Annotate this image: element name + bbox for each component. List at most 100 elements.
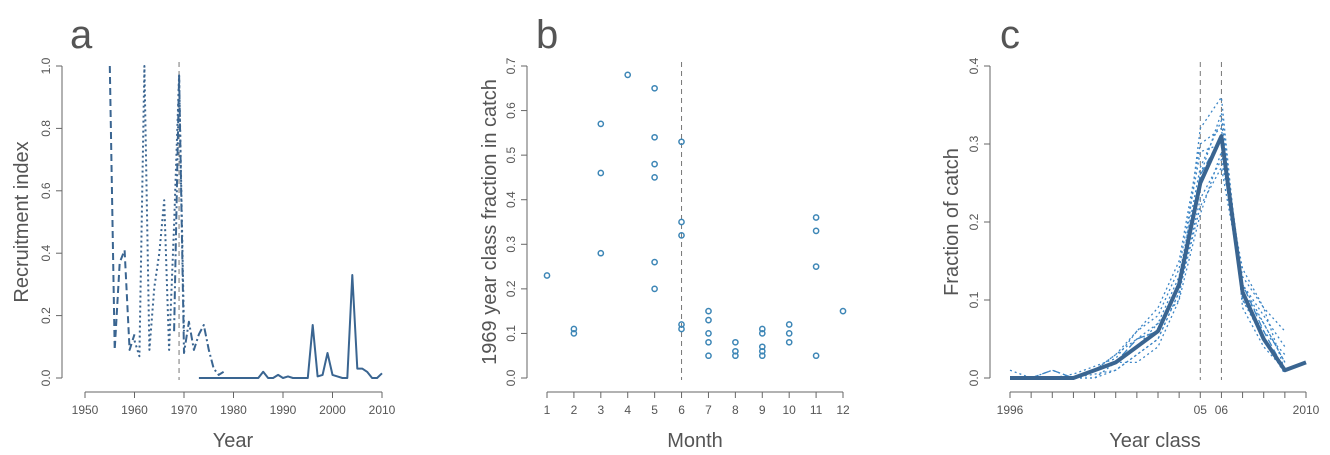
y-tick-label: 0.3: [504, 236, 518, 253]
y-axis-title-c: Fraction of catch: [941, 148, 963, 296]
y-axis-title-b: 1969 year class fraction in catch: [479, 79, 501, 365]
y-tick-label: 0.2: [39, 307, 53, 324]
panel-letter-a: a: [70, 13, 93, 57]
series-line-3-dashdot: [173, 74, 225, 376]
data-point: [651, 133, 658, 141]
data-point: [785, 321, 793, 328]
x-tick-label: 6: [678, 403, 685, 417]
data-point: [651, 285, 658, 293]
y-tick-label: 0.2: [504, 280, 518, 297]
data-point: [678, 218, 685, 226]
x-tick-label: 2: [571, 403, 578, 417]
y-tick-label: 0.0: [504, 369, 518, 386]
data-point: [705, 307, 712, 315]
y-tick-label: 0.8: [39, 120, 53, 137]
y-tick-label: 0.0: [967, 369, 981, 386]
y-tick-label: 0.1: [967, 291, 981, 308]
data-point: [839, 307, 847, 315]
data-point: [597, 169, 605, 177]
x-tick-label: 11: [810, 403, 823, 417]
data-point: [597, 120, 605, 128]
data-point: [785, 338, 793, 346]
data-point: [732, 338, 739, 346]
x-tick-label: 1950: [72, 403, 99, 417]
x-tick-label: 10: [783, 403, 797, 417]
x-tick-label: 1960: [121, 403, 148, 417]
x-tick-label: 1980: [220, 403, 247, 417]
y-tick-label: 0.2: [967, 213, 981, 230]
y-axis-title-a: Recruitment index: [11, 141, 33, 302]
x-tick-label: 05: [1194, 403, 1208, 417]
x-tick-label: 4: [624, 403, 631, 417]
x-tick-label: 1970: [171, 403, 198, 417]
data-point: [651, 174, 658, 181]
panel-a-recruitment-index: a Year Recruitment index 0.0 0.2 0.4 0.6 0.8…: [11, 13, 396, 452]
series-line-5-dotted: [1010, 96, 1286, 379]
x-tick-label: 1996: [997, 403, 1024, 417]
x-tick-label: 3: [597, 403, 604, 417]
series-line-1-thick: [1010, 134, 1307, 380]
data-point: [758, 347, 766, 355]
data-point: [597, 249, 605, 257]
y-tick-label: 0.6: [39, 182, 53, 199]
data-point: [570, 325, 578, 333]
y-tick-label: 0.3: [967, 135, 981, 152]
data-point: [678, 232, 685, 239]
y-tick-label: 0.7: [504, 57, 518, 74]
y-tick-label: 0.0: [39, 369, 53, 386]
data-point: [732, 352, 739, 360]
panel-letter-c: c: [1000, 13, 1020, 57]
x-tick-label: 1: [544, 403, 551, 417]
data-point: [624, 71, 632, 79]
data-point: [732, 347, 739, 355]
series-line-9-dotted: [1010, 166, 1286, 379]
series-line-4-solid: [198, 274, 383, 379]
data-point: [651, 258, 658, 266]
panel-letter-b: b: [536, 13, 558, 57]
data-point: [812, 214, 820, 221]
x-axis-title-c: Year class: [1109, 430, 1201, 452]
series-line-1-dashed: [108, 65, 136, 351]
x-tick-label: 1990: [270, 403, 297, 417]
x-tick-label: 7: [705, 403, 712, 417]
x-tick-label: 2010: [369, 403, 396, 417]
data-point: [678, 138, 685, 146]
y-tick-label: 0.4: [967, 57, 981, 74]
x-tick-label: 9: [759, 403, 766, 417]
x-axis-title-a: Year: [213, 430, 254, 452]
y-tick-label: 0.6: [504, 102, 518, 119]
series-line-3-dotted: [1010, 143, 1286, 379]
x-tick-label: 5: [651, 403, 658, 417]
data-point: [651, 84, 658, 92]
y-tick-label: 0.4: [39, 245, 53, 262]
data-point: [705, 352, 712, 360]
data-point: [570, 330, 578, 337]
y-tick-label: 1.0: [39, 57, 53, 74]
data-point: [705, 330, 712, 337]
series-line-7-dotted: [1010, 151, 1286, 379]
series-line-4-dotted: [1010, 158, 1286, 379]
y-tick-label: 0.5: [504, 146, 518, 163]
data-point: [812, 263, 820, 270]
data-point: [651, 160, 658, 168]
x-tick-label: 2000: [319, 403, 346, 417]
y-tick-label: 0.1: [504, 325, 518, 342]
data-point: [785, 330, 793, 337]
y-tick-label: 0.4: [504, 191, 518, 208]
x-tick-label: 12: [836, 403, 850, 417]
panel-c-fraction-of-catch: c Year class Fraction of catch 0.0 0.1 0.2…: [941, 13, 1320, 452]
x-tick-label: 2010: [1293, 403, 1320, 417]
panel-b-year-class-fraction: b Month 1969 year class fraction in catc…: [479, 13, 850, 452]
data-point: [812, 227, 820, 235]
x-tick-label: 8: [732, 403, 739, 417]
data-point: [758, 325, 766, 333]
x-tick-label: 06: [1215, 403, 1229, 417]
data-point: [812, 352, 820, 360]
data-point: [705, 316, 712, 324]
series-line-2-dotted: [133, 65, 185, 358]
data-point: [705, 338, 712, 346]
data-point: [758, 330, 766, 337]
data-point: [678, 325, 685, 333]
x-axis-title-b: Month: [667, 430, 723, 452]
